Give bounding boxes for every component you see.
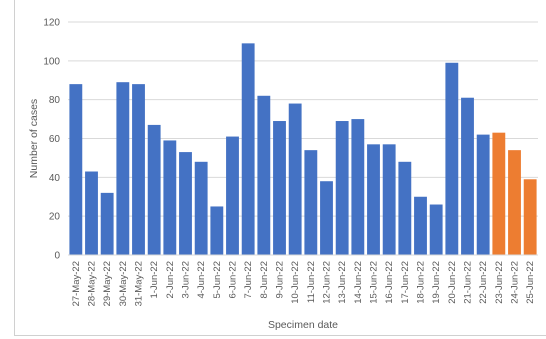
x-axis-ticks: 27-May-22 28-May-22 29-May-22 30-May-22 31-M… — [71, 261, 536, 306]
x-tick-label: 24-Jun-22 — [510, 261, 521, 304]
bar — [69, 84, 83, 255]
y-tick-label: 80 — [49, 95, 61, 106]
bar — [132, 84, 145, 255]
bar — [210, 206, 224, 255]
x-tick-label: 8-Jun-22 — [259, 261, 270, 299]
x-tick-label: 23-Jun-22 — [494, 261, 505, 304]
x-tick-label: 12-Jun-22 — [322, 261, 333, 304]
x-tick-label: 9-Jun-22 — [275, 261, 286, 299]
bar — [257, 95, 271, 256]
x-tick-label: 4-Jun-22 — [196, 261, 207, 299]
bar — [320, 181, 333, 255]
bar — [241, 43, 255, 255]
bar — [398, 161, 412, 255]
bar — [523, 179, 537, 255]
x-tick-label: 18-Jun-22 — [416, 261, 427, 304]
x-tick-label: 10-Jun-22 — [290, 261, 301, 304]
frame-border-bottom — [14, 335, 546, 336]
bar — [147, 124, 161, 256]
x-tick-label: 17-Jun-22 — [400, 261, 411, 304]
bar — [508, 150, 521, 255]
bar — [163, 140, 177, 255]
bar — [288, 103, 302, 255]
bar — [414, 196, 427, 255]
y-tick-label: 100 — [43, 56, 60, 67]
x-tick-label: 28-May-22 — [87, 261, 98, 306]
bar — [226, 136, 239, 255]
y-tick-label: 0 — [54, 251, 60, 262]
bar — [100, 192, 114, 255]
x-tick-label: 25-Jun-22 — [525, 261, 536, 304]
y-axis-ticks: 0 20 40 60 80 100 120 — [43, 18, 60, 262]
frame-border-left — [14, 0, 15, 335]
x-tick-label: 5-Jun-22 — [212, 261, 223, 299]
y-tick-label: 40 — [49, 173, 61, 184]
x-tick-label: 27-May-22 — [71, 261, 82, 306]
bar — [429, 204, 443, 255]
bar — [382, 144, 396, 255]
x-tick-label: 14-Jun-22 — [353, 261, 364, 304]
x-tick-label: 3-Jun-22 — [181, 261, 192, 299]
y-tick-label: 120 — [43, 18, 60, 29]
bar — [492, 132, 506, 255]
x-tick-label: 21-Jun-22 — [463, 261, 474, 304]
bar — [273, 121, 286, 256]
y-axis-label: Number of cases — [28, 99, 40, 178]
x-tick-label: 2-Jun-22 — [165, 261, 176, 299]
x-tick-label: 6-Jun-22 — [228, 261, 239, 299]
bar — [476, 134, 490, 255]
gridlines — [68, 21, 538, 217]
x-tick-label: 31-May-22 — [134, 261, 145, 306]
bar — [304, 150, 318, 255]
bar — [194, 161, 208, 255]
x-tick-label: 13-Jun-22 — [337, 261, 348, 304]
x-axis-label: Specimen date — [268, 319, 338, 331]
bar — [179, 152, 192, 255]
bar — [351, 119, 365, 255]
bar — [367, 144, 380, 255]
x-tick-label: 30-May-22 — [118, 261, 129, 306]
bar — [445, 62, 459, 256]
x-tick-label: 11-Jun-22 — [306, 261, 317, 303]
y-tick-label: 60 — [49, 134, 61, 145]
x-tick-label: 1-Jun-22 — [149, 261, 160, 299]
x-tick-label: 29-May-22 — [102, 261, 113, 306]
bar — [335, 121, 349, 256]
bar — [116, 82, 130, 255]
bar — [85, 171, 98, 255]
x-tick-label: 22-Jun-22 — [478, 261, 489, 304]
x-tick-label: 16-Jun-22 — [384, 261, 395, 304]
x-tick-label: 19-Jun-22 — [431, 261, 442, 304]
x-tick-label: 15-Jun-22 — [369, 261, 380, 304]
x-tick-label: 7-Jun-22 — [243, 261, 254, 299]
bars — [69, 43, 537, 256]
y-tick-label: 20 — [49, 212, 61, 223]
x-tick-label: 20-Jun-22 — [447, 261, 458, 304]
bar — [461, 97, 474, 255]
